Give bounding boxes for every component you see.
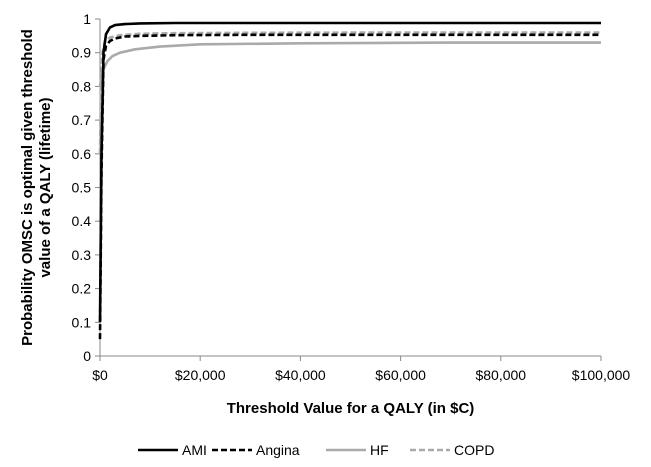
x-tick-label: $80,000 — [475, 367, 526, 383]
series-line-angina — [98, 33, 601, 340]
y-tick-label: 0.6 — [72, 146, 92, 162]
y-tick-label: 0.5 — [72, 180, 92, 196]
legend-item-copd: COPD — [410, 442, 494, 458]
series-line-copd — [98, 31, 601, 154]
y-tick-label: 0.9 — [72, 45, 92, 61]
y-tick-label: 1 — [83, 11, 91, 27]
x-tick-label: $0 — [92, 367, 108, 383]
y-axis-title-line: Probability OMSC is optimal given thresh… — [19, 29, 36, 346]
series-line-hf — [98, 41, 601, 87]
y-axis-title: Probability OMSC is optimal given thresh… — [19, 29, 54, 346]
legend: AMI Angina HF COPD — [138, 442, 494, 458]
x-tick-label: $40,000 — [275, 367, 326, 383]
y-tick-label: 0.8 — [72, 78, 92, 94]
series-lines — [98, 21, 601, 340]
x-ticks: $0 $20,000 $40,000 $60,000 $80,000 $100,000 — [92, 356, 630, 383]
legend-label: Angina — [256, 442, 300, 458]
legend-item-angina: Angina — [212, 442, 300, 458]
legend-label: AMI — [182, 442, 207, 458]
legend-item-hf: HF — [326, 442, 389, 458]
y-axis-title-line: value of a QALY (lifetime) — [37, 97, 54, 277]
y-tick-label: 0.1 — [72, 314, 92, 330]
y-ticks: 0 0.1 0.2 0.3 0.4 0.5 0.6 0.7 0.8 0.9 1 — [72, 11, 100, 364]
x-tick-label: $100,000 — [572, 367, 631, 383]
y-tick-label: 0 — [83, 348, 91, 364]
x-tick-label: $60,000 — [375, 367, 426, 383]
x-axis-title: Threshold Value for a QALY (in $C) — [227, 400, 475, 417]
y-tick-label: 0.3 — [72, 247, 92, 263]
axes: 00.10.20.30.40.50.60.70.80.91 $0 $20,000 $… — [72, 11, 631, 383]
legend-label: COPD — [454, 442, 494, 458]
y-tick-label: 0.4 — [72, 213, 92, 229]
y-tick-label: 0.2 — [72, 281, 92, 297]
y-tick-label: 0.7 — [72, 112, 92, 128]
series-line-ami — [98, 21, 601, 323]
x-tick-label: $20,000 — [175, 367, 226, 383]
legend-label: HF — [370, 442, 389, 458]
legend-item-ami: AMI — [138, 442, 207, 458]
